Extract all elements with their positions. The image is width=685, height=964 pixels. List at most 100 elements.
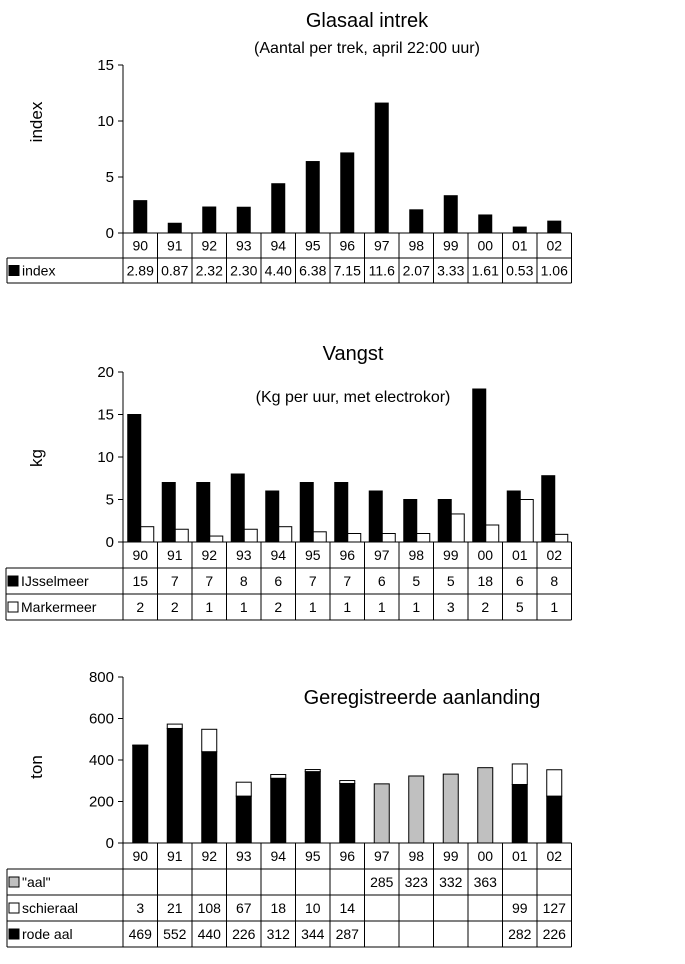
bar-index — [374, 102, 389, 234]
data-label: 1 — [309, 599, 317, 615]
bar-ijsselmeer — [161, 482, 176, 543]
x-tick-label: 01 — [512, 547, 528, 563]
chart1-ylabel: index — [27, 101, 46, 142]
data-label: 7.15 — [334, 263, 361, 279]
data-label: 226 — [232, 926, 256, 942]
x-tick-label: 91 — [167, 547, 183, 563]
y-tick-label: 200 — [89, 794, 114, 811]
y-tick-label: 10 — [97, 113, 114, 130]
data-label: 4.40 — [265, 263, 292, 279]
bar-ijsselmeer — [127, 414, 142, 543]
data-label: 15 — [132, 573, 148, 589]
data-label: 21 — [167, 900, 183, 916]
chart1-title: Glasaal intrek — [306, 10, 429, 32]
x-tick-label: 96 — [339, 238, 355, 254]
x-tick-label: 97 — [374, 238, 390, 254]
data-label: 7 — [343, 573, 351, 589]
x-tick-label: 93 — [236, 238, 252, 254]
y-tick-label: 600 — [89, 711, 114, 728]
data-label: 1 — [412, 599, 420, 615]
y-tick-label: 0 — [106, 835, 114, 852]
bar-index — [409, 209, 424, 234]
bar-ijsselmeer — [265, 490, 280, 543]
bar-aal — [442, 773, 459, 844]
data-label: 6 — [378, 573, 386, 589]
data-label: 11.6 — [369, 263, 395, 279]
chart-3: 0 200 400 600 800 90 91 92 93 94 95 96 97 98 99 00 01 02 "… — [6, 669, 572, 948]
data-label: 1 — [205, 599, 213, 615]
bar-rodeaal — [339, 782, 356, 844]
data-label: 5 — [412, 573, 420, 589]
bar-markermeer — [485, 524, 500, 543]
bar-index — [340, 152, 355, 234]
bar-markermeer — [312, 531, 327, 543]
bar-schieraal — [235, 781, 252, 797]
x-tick-label: 94 — [270, 238, 286, 254]
bar-aal — [477, 767, 494, 844]
bar-rodeaal — [235, 795, 252, 844]
bar-schieraal — [511, 763, 528, 785]
legend-swatch — [8, 265, 20, 276]
data-label: 312 — [267, 926, 291, 942]
data-label: 5 — [516, 599, 524, 615]
y-tick-label: 20 — [97, 364, 114, 381]
bar-index — [547, 220, 562, 234]
legend-label: schieraal — [22, 900, 78, 916]
data-label: 469 — [129, 926, 153, 942]
bar-ijsselmeer — [506, 490, 521, 543]
legend-swatch — [8, 928, 20, 940]
bar-rodeaal — [511, 783, 528, 844]
bar-markermeer — [450, 513, 465, 543]
data-label: 6 — [516, 573, 524, 589]
data-label: 363 — [474, 874, 498, 890]
data-label: 332 — [439, 874, 463, 890]
x-tick-label: 01 — [512, 848, 528, 864]
data-label: 1.06 — [541, 263, 568, 279]
x-tick-label: 98 — [408, 238, 424, 254]
y-tick-label: 0 — [106, 534, 114, 551]
bar-ijsselmeer — [230, 473, 245, 543]
bar-rodeaal — [132, 745, 149, 844]
bar-index — [443, 195, 458, 234]
data-label: 127 — [543, 900, 567, 916]
bar-markermeer — [140, 526, 155, 543]
x-tick-label: 02 — [546, 547, 562, 563]
x-tick-label: 91 — [167, 848, 183, 864]
data-label: 0.87 — [161, 263, 188, 279]
bar-ijsselmeer — [541, 475, 556, 543]
bar-markermeer — [209, 535, 224, 543]
legend-swatch — [8, 876, 20, 888]
x-tick-label: 91 — [167, 238, 183, 254]
x-tick-label: 95 — [305, 238, 321, 254]
chart-1: 0 5 10 15 90 91 92 93 94 95 96 97 98 99 00 01 02 index 2.8… — [6, 57, 572, 284]
x-tick-label: 90 — [132, 238, 148, 254]
x-tick-label: 99 — [443, 547, 459, 563]
x-tick-label: 93 — [236, 547, 252, 563]
bar-aal — [373, 783, 390, 844]
x-tick-label: 94 — [270, 547, 286, 563]
data-label: 108 — [198, 900, 222, 916]
x-tick-label: 90 — [132, 848, 148, 864]
bar-ijsselmeer — [196, 482, 211, 543]
data-label: 323 — [405, 874, 429, 890]
data-label: 226 — [543, 926, 567, 942]
data-label: 2.30 — [230, 263, 257, 279]
data-label: 1 — [343, 599, 351, 615]
x-tick-label: 92 — [201, 848, 217, 864]
data-label: 3 — [447, 599, 455, 615]
data-label: 344 — [301, 926, 325, 942]
data-label: 7 — [309, 573, 317, 589]
x-tick-label: 00 — [477, 547, 493, 563]
x-tick-label: 99 — [443, 238, 459, 254]
data-label: 99 — [512, 900, 528, 916]
bar-markermeer — [519, 499, 534, 543]
bar-index — [512, 226, 527, 234]
legend-label: rode aal — [22, 926, 73, 942]
bar-markermeer — [347, 533, 362, 543]
legend-swatch — [7, 575, 19, 587]
legend-swatch — [8, 902, 20, 914]
data-label: 6 — [274, 573, 282, 589]
chart3-ylabel: ton — [27, 755, 46, 779]
